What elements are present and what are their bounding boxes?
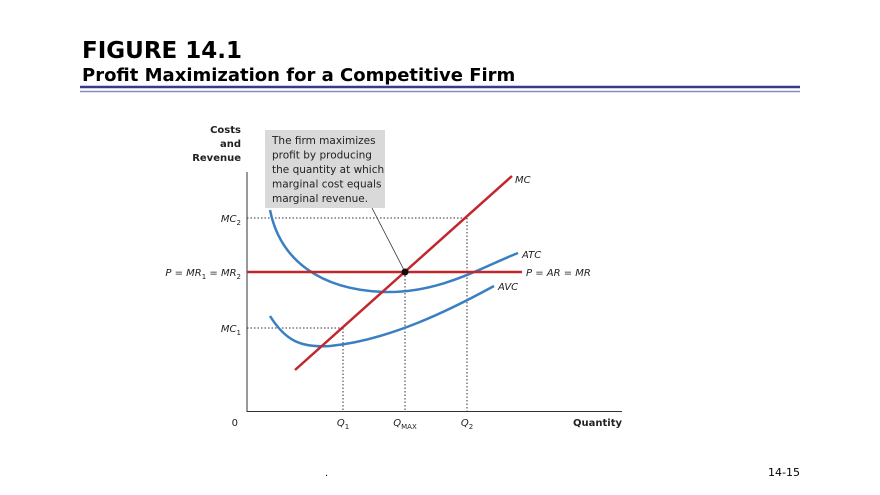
page-number: 14-15: [768, 466, 800, 479]
optimum-point: [401, 268, 409, 276]
y-axis-label: Costs: [210, 125, 241, 136]
x-axis-label: Quantity: [573, 418, 622, 429]
subscript: 2: [237, 219, 241, 227]
label-text: AVC: [497, 282, 518, 293]
curve-label: Q1: [337, 418, 349, 431]
label-text: P = AR = MR: [526, 268, 591, 279]
subscript: 2: [237, 273, 241, 281]
subscript: 2: [469, 423, 473, 431]
label-text: = MR: [206, 268, 236, 279]
callout-text: profit by producing: [272, 150, 372, 162]
callout-box: [265, 130, 385, 208]
curve-label: MC1: [221, 324, 241, 337]
callout-text: The firm maximizes: [271, 135, 376, 147]
callout-text: marginal cost equals: [272, 179, 381, 191]
atc-curve: [268, 209, 519, 294]
avc-curve: [268, 284, 495, 348]
figure-number: FIGURE 14.1: [82, 38, 242, 64]
curve-label: P = MR1 = MR2: [165, 268, 241, 281]
label-text: Q: [337, 418, 345, 429]
curve-label: Q2: [461, 418, 473, 431]
label-text: MC: [221, 214, 237, 225]
label-text: P = MR: [165, 268, 201, 279]
subscript: MAX: [401, 423, 417, 431]
origin-label: 0: [232, 418, 238, 429]
curve-label: MC: [515, 175, 531, 186]
guides: [247, 217, 468, 411]
callout-pointer: [371, 207, 405, 271]
subscript: 1: [345, 423, 349, 431]
curve-label: QMAX: [393, 418, 417, 431]
label-text: ATC: [521, 250, 541, 261]
label-text: MC: [515, 175, 531, 186]
footer-note: .: [325, 468, 328, 479]
curve-label: P = AR = MR: [526, 268, 591, 279]
callout-text: the quantity at which: [272, 164, 384, 176]
label-text: MC: [221, 324, 237, 335]
curve-label: MC2: [221, 214, 241, 227]
subscript: 1: [237, 329, 241, 337]
callout-text: marginal revenue.: [272, 193, 368, 205]
y-axis-label: Revenue: [192, 153, 241, 164]
label-text: Q: [393, 418, 401, 429]
curve-label: ATC: [521, 250, 541, 261]
curve-label: AVC: [497, 282, 518, 293]
label-text: Q: [461, 418, 469, 429]
y-axis-label: and: [220, 139, 241, 150]
subscript: 1: [202, 273, 206, 281]
figure-title: Profit Maximization for a Competitive Fi…: [82, 65, 515, 86]
